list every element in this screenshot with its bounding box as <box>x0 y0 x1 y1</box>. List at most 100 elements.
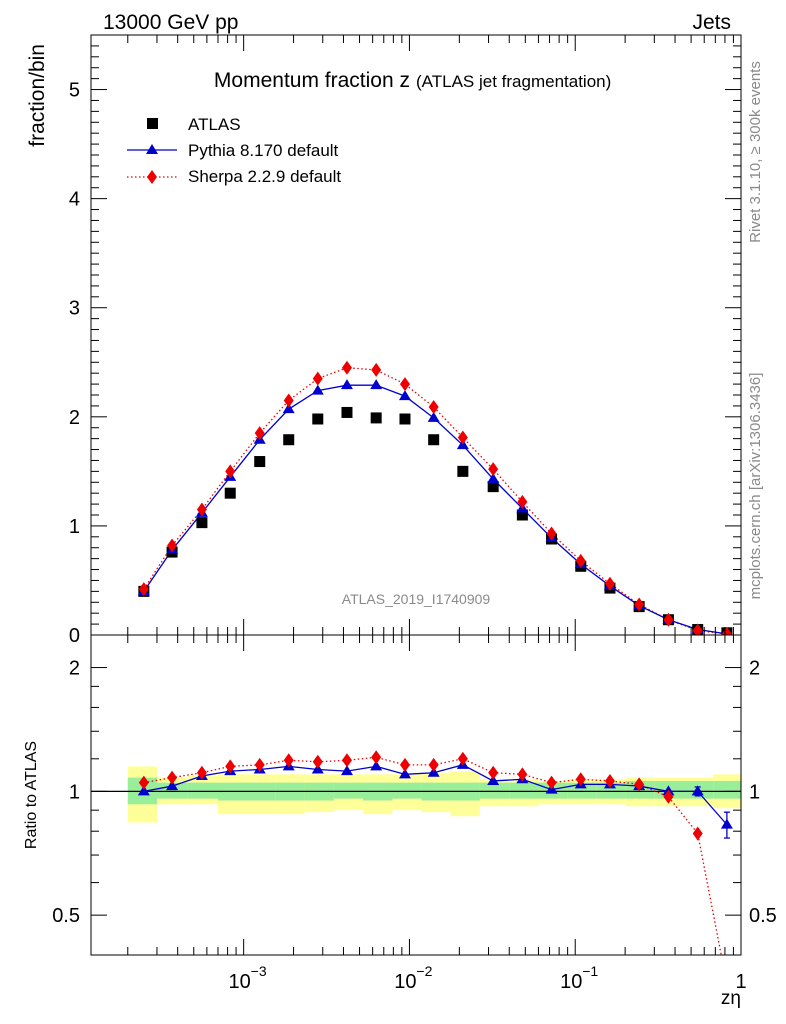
main-y-tick-label: 1 <box>69 516 80 538</box>
ratio-sherpa-point <box>312 754 323 769</box>
atlas-point <box>428 434 440 446</box>
ratio-y-tick-label-right: 0.5 <box>749 905 777 927</box>
sherpa-point <box>721 626 732 635</box>
legend-sherpa-label: Sherpa 2.2.9 default <box>188 167 341 186</box>
atlas-point <box>312 413 324 425</box>
legend-entry-pythia: Pythia 8.170 default <box>127 141 339 160</box>
ratio-y-tick-label-left: 0.5 <box>52 905 80 927</box>
ratio-sherpa-point <box>663 789 674 804</box>
ratio-sherpa-point <box>196 765 207 780</box>
ratio-sherpa-point <box>634 777 645 792</box>
sherpa-point <box>692 623 703 635</box>
ratio-plot-panel: 0.5 0.51 12 210 −3 10 −2 10 −1 1 Ratio to ATLAS z… <box>23 634 777 1009</box>
sherpa-point <box>254 426 265 441</box>
atlas-point <box>254 456 266 468</box>
main-y-tick-label: 0 <box>69 625 80 647</box>
x-tick-label: 10 <box>394 971 416 993</box>
ratio-y-tick-label-right: 1 <box>749 781 760 803</box>
ratio-pythia-point <box>720 818 733 829</box>
header-process-label: Jets <box>692 11 731 34</box>
legend: ATLAS Pythia 8.170 default Sherpa 2.2.9 … <box>127 115 341 186</box>
ratio-band-inner <box>392 782 422 799</box>
atlas-point <box>283 434 295 446</box>
ratio-plot-frame <box>90 634 742 956</box>
sherpa-point <box>196 502 207 517</box>
ratio-pythia-point <box>691 785 704 796</box>
ratio-sherpa-point <box>546 775 557 790</box>
analysis-watermark: ATLAS_2019_I1740909 <box>342 591 491 607</box>
legend-atlas-marker <box>147 118 158 129</box>
atlas-point <box>370 412 382 424</box>
ratio-band-inner <box>509 782 539 799</box>
ratio-y-tick-label-left: 1 <box>69 781 80 803</box>
sherpa-point <box>399 377 410 392</box>
sherpa-point <box>488 462 499 477</box>
sherpa-point <box>457 430 468 445</box>
sherpa-point <box>312 371 323 386</box>
sherpa-point <box>517 494 528 509</box>
pythia-point <box>487 473 500 483</box>
pythia-point <box>282 403 295 414</box>
main-y-tick-label: 4 <box>69 189 80 211</box>
main-y-axis-label: fraction/bin <box>26 44 49 147</box>
sherpa-point <box>341 360 352 375</box>
main-y-tick-label: 3 <box>69 298 80 320</box>
sherpa-point <box>167 538 178 553</box>
x-tick-label: 1 <box>735 971 746 993</box>
sherpa-point <box>575 553 586 568</box>
chart-title: Momentum fraction z <box>214 69 410 92</box>
ratio-band-inner <box>596 782 626 799</box>
atlas-point <box>196 517 208 529</box>
atlas-point <box>399 413 411 425</box>
x-axis-label: zη <box>721 988 741 1009</box>
legend-entry-atlas: ATLAS <box>147 115 241 134</box>
ratio-sherpa-point <box>225 759 236 774</box>
legend-atlas-label: ATLAS <box>188 115 241 134</box>
ratio-sherpa-point <box>167 770 178 785</box>
legend-sherpa-marker <box>147 170 157 184</box>
main-y-tick-label: 5 <box>69 80 80 102</box>
ratio-sherpa-point <box>604 773 615 788</box>
main-plot-panel: 0 1 2 3 4 5 Momentum fraction z (ATLAS jet fr… <box>26 34 742 647</box>
ratio-y-axis-label: Ratio to ATLAS <box>23 741 40 849</box>
chart-subtitle: (ATLAS jet fragmentation) <box>416 72 611 91</box>
ratio-sherpa-point <box>138 775 149 790</box>
x-tick-label-exponent: −1 <box>582 963 598 979</box>
x-tick-label-exponent: −2 <box>416 963 432 979</box>
main-y-tick-label: 2 <box>69 407 80 429</box>
ratio-sherpa-point <box>692 826 703 841</box>
sherpa-point <box>225 464 236 479</box>
ratio-sherpa-point <box>283 753 294 768</box>
sherpa-point <box>428 400 439 414</box>
atlas-point <box>341 406 353 418</box>
ratio-pythia-point <box>398 768 411 779</box>
legend-pythia-label: Pythia 8.170 default <box>188 141 339 160</box>
atlas-point <box>457 465 469 477</box>
sherpa-point <box>663 612 674 627</box>
ratio-sherpa-point <box>488 765 499 780</box>
x-tick-label: 10 <box>560 971 582 993</box>
ratio-sherpa-point <box>428 757 439 772</box>
ratio-sherpa-point <box>254 757 265 772</box>
ratio-pythia-point <box>340 765 353 776</box>
ratio-sherpa-point <box>457 751 468 766</box>
ratio-band-inner <box>187 782 218 799</box>
ratio-band-inner <box>333 782 364 799</box>
ratio-band-inner <box>567 782 597 799</box>
pythia-point <box>340 379 353 390</box>
sherpa-point <box>546 526 557 541</box>
ratio-sherpa-point <box>371 750 382 765</box>
sherpa-point <box>138 582 149 597</box>
ratio-band-inner <box>713 780 741 799</box>
ratio-band-inner <box>479 782 510 799</box>
ratio-pythia-point <box>370 760 383 771</box>
ratio-y-tick-label-right: 2 <box>749 658 760 680</box>
ratio-y-tick-label-left: 2 <box>69 658 80 680</box>
side-mcplots-label: mcplots.cern.ch [arXiv:1306.3436] <box>747 373 764 600</box>
ratio-sherpa-point <box>399 757 410 772</box>
atlas-point <box>224 487 236 499</box>
legend-entry-sherpa: Sherpa 2.2.9 default <box>127 167 341 186</box>
pythia-point <box>370 379 383 390</box>
ratio-pythia-point <box>137 785 150 796</box>
